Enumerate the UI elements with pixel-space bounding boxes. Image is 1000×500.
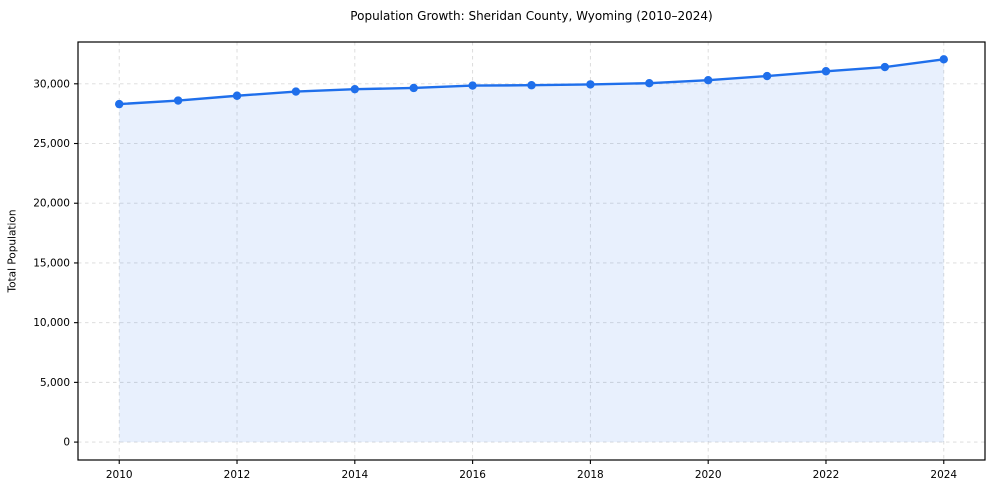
data-point xyxy=(115,99,124,109)
data-point xyxy=(821,67,831,76)
data-point xyxy=(939,55,948,64)
chart-title: Population Growth: Sheridan County, Wyom… xyxy=(350,9,713,23)
data-point xyxy=(762,71,772,81)
data-point xyxy=(291,87,301,96)
data-point xyxy=(232,91,242,100)
data-point xyxy=(173,96,183,105)
data-point xyxy=(645,79,654,88)
data-point xyxy=(409,83,418,93)
y-tick-label: 0 xyxy=(63,437,70,449)
data-point xyxy=(527,81,536,90)
x-tick-label: 2020 xyxy=(695,469,722,481)
y-axis-label: Total Population xyxy=(7,209,19,293)
y-tick-label: 25,000 xyxy=(33,138,70,150)
x-tick-label: 2010 xyxy=(106,469,133,481)
y-tick-label: 5,000 xyxy=(40,377,70,389)
x-tick-label: 2016 xyxy=(459,469,486,481)
x-tick-label: 2014 xyxy=(341,469,368,481)
y-tick-label: 20,000 xyxy=(33,198,70,210)
x-tick-label: 2024 xyxy=(930,469,957,481)
x-tick-label: 2012 xyxy=(224,469,251,481)
data-point xyxy=(586,80,595,89)
data-point xyxy=(703,76,713,85)
y-tick-label: 30,000 xyxy=(33,78,70,90)
x-tick-label: 2018 xyxy=(577,469,604,481)
x-tick-label: 2022 xyxy=(813,469,840,481)
plot-border xyxy=(77,41,986,461)
data-point xyxy=(350,84,360,94)
area-fill xyxy=(119,59,944,443)
y-axis-label-container: Total Population xyxy=(4,42,22,460)
axes-background xyxy=(78,42,985,460)
data-point xyxy=(880,62,890,72)
y-tick-label: 10,000 xyxy=(33,317,70,329)
data-point xyxy=(468,81,477,90)
y-tick-label: 15,000 xyxy=(33,257,70,269)
